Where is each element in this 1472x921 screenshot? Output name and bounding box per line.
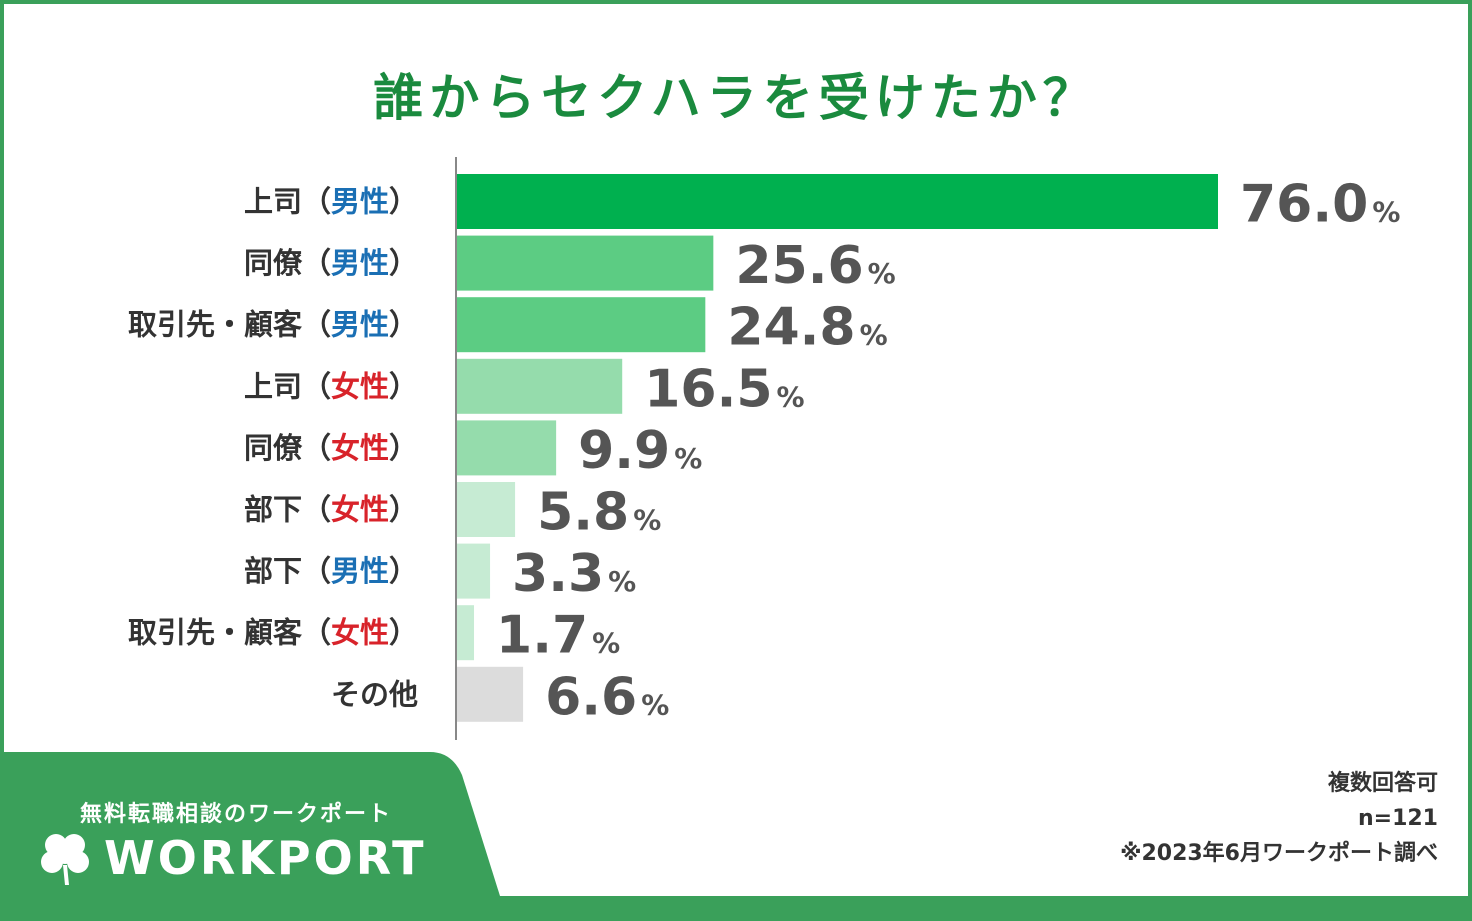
value-label: 16.5% [644,359,804,419]
note-source: ※2023年6月ワークポート調べ [1120,841,1438,866]
category-label: 取引先・顧客（女性） [128,616,418,650]
bar [457,605,475,661]
category-label: 上司（男性） [244,185,418,219]
value-label: 76.0% [1240,175,1400,235]
value-label: 25.6% [735,236,895,296]
value-label: 5.8% [537,483,661,543]
clover-icon [41,834,89,885]
bar [457,235,714,291]
bar [457,543,491,599]
bar [457,297,706,353]
category-label: 取引先・顧客（男性） [128,308,418,342]
value-label: 1.7% [496,606,620,666]
logo-wordmark: WORKPORT [104,831,427,885]
chart-title: 誰からセクハラを受けたか？ [373,69,1099,127]
bar [457,420,557,476]
value-label: 3.3% [512,544,636,604]
category-label: 上司（女性） [244,369,418,403]
bar [457,666,524,722]
category-label: その他 [331,677,418,711]
workport-logo: WORKPORT [36,828,426,888]
bar [457,174,1218,229]
category-label: 部下（男性） [244,554,418,588]
note-multiple-answers: 複数回答可 [1327,771,1438,796]
bar [457,482,516,537]
category-label: 同僚（男性） [244,246,418,280]
bar [457,358,623,414]
category-label: 部下（女性） [244,493,418,527]
note-sample-size: n=121 [1357,806,1438,831]
chart-notes: 複数回答可 n=121 ※2023年6月ワークポート調べ [1120,766,1438,871]
value-label: 9.9% [578,421,702,481]
value-label: 24.8% [727,298,887,358]
category-label: 同僚（女性） [244,431,418,465]
footer-tagline: 無料転職相談のワークポート [80,802,393,827]
value-label: 6.6% [545,667,669,727]
